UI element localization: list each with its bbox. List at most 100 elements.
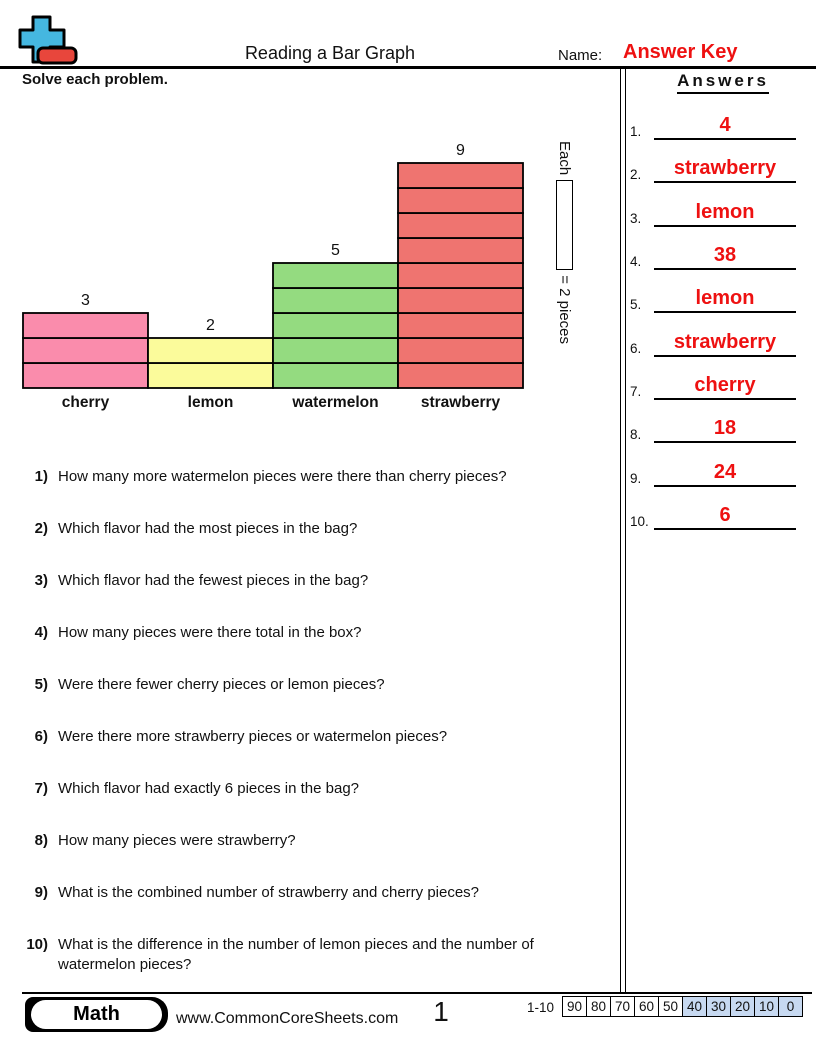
chart-unit-legend: Each = 2 pieces <box>556 141 573 344</box>
question-row: 5) Were there fewer cherry pieces or lemo… <box>22 675 604 695</box>
answers-column-divider <box>620 66 626 993</box>
answer-row: 2. strawberry <box>628 153 814 184</box>
score-cell: 80 <box>586 997 610 1016</box>
bar-cell-cherry <box>22 362 149 389</box>
question-number: 5) <box>34 676 48 693</box>
question-text: Which flavor had the most pieces in the … <box>58 520 358 537</box>
question-text: Which flavor had the fewest pieces in th… <box>58 572 369 589</box>
bar-cell-watermelon <box>272 312 399 339</box>
answer-value: strawberry <box>654 158 796 184</box>
bar-cell-strawberry <box>397 287 524 314</box>
answer-key-text: Answer Key <box>623 41 738 63</box>
bar-cell-strawberry <box>397 162 524 189</box>
score-cell: 50 <box>658 997 682 1016</box>
question-row: 6) Were there more strawberry pieces or w… <box>22 727 604 747</box>
bar-cell-watermelon <box>272 262 399 289</box>
answer-value: cherry <box>654 375 796 401</box>
score-row-label: 1-10 <box>527 1000 555 1015</box>
answer-row: 9. 24 <box>628 457 814 487</box>
bar-category-label: watermelon <box>291 394 378 411</box>
answer-value: 4 <box>654 115 796 140</box>
answer-value: 38 <box>654 245 796 271</box>
legend-suffix: = 2 pieces <box>556 275 573 344</box>
bar-value-label: 3 <box>81 292 90 309</box>
score-cell: 70 <box>610 997 634 1016</box>
question-row: 4) How many pieces were there total in th… <box>22 623 604 643</box>
score-cell: 40 <box>682 997 706 1016</box>
score-cell: 20 <box>730 997 754 1016</box>
answer-number: 1. <box>630 124 642 139</box>
footer-divider <box>22 992 812 995</box>
bar-cell-strawberry <box>397 337 524 364</box>
answer-number: 10. <box>630 514 649 530</box>
question-row: 10) What is the difference in the number … <box>22 935 604 975</box>
question-row: 3) Which flavor had the fewest pieces in … <box>22 571 604 591</box>
score-cell: 90 <box>566 999 583 1014</box>
bar-cell-strawberry <box>397 262 524 289</box>
answer-value: lemon <box>654 288 796 314</box>
bar-cell-strawberry <box>397 237 524 264</box>
question-text: What is the difference in the number of … <box>58 936 534 973</box>
bar-cell-lemon <box>147 337 274 364</box>
answers-heading: Answers <box>650 71 796 94</box>
bar-cell-lemon <box>147 362 274 389</box>
answer-number: 8. <box>630 427 642 443</box>
bar-value-label: 5 <box>331 242 340 259</box>
bar-cell-watermelon <box>272 337 399 364</box>
bar-cell-strawberry <box>397 362 524 389</box>
answer-number: 5. <box>630 297 642 313</box>
answer-number: 7. <box>630 384 642 400</box>
bar-cell-strawberry <box>397 187 524 214</box>
subject-badge-label: Math <box>31 1000 162 1029</box>
answer-number: 6. <box>630 340 642 356</box>
name-label: Name: <box>558 47 603 64</box>
question-text: How many pieces were strawberry? <box>58 832 296 849</box>
question-number: 10) <box>26 936 48 953</box>
answer-number: 4. <box>630 254 642 270</box>
bar-value-label: 2 <box>206 317 215 334</box>
answer-value: 18 <box>654 418 796 444</box>
question-text: Which flavor had exactly 6 pieces in the… <box>58 780 360 797</box>
website-text: www.CommonCoreSheets.com <box>176 1010 399 1027</box>
question-text: Were there fewer cherry pieces or lemon … <box>58 676 385 693</box>
plus-minus-logo <box>18 15 78 65</box>
question-number: 2) <box>34 520 48 537</box>
legend-prefix: Each <box>556 141 573 176</box>
header-divider <box>0 66 816 69</box>
question-number: 9) <box>34 884 48 901</box>
answer-value: 6 <box>654 505 796 531</box>
bar-cell-strawberry <box>397 312 524 339</box>
question-row: 2) Which flavor had the most pieces in th… <box>22 519 604 539</box>
bar-cell-cherry <box>22 337 149 364</box>
bar-cell-cherry <box>22 312 149 339</box>
bar-category-label: cherry <box>62 394 110 411</box>
page-title: Reading a Bar Graph <box>244 43 416 63</box>
answer-row: 10. 6 <box>628 500 814 531</box>
legend-unit-box <box>556 180 573 271</box>
bar-cell-strawberry <box>397 212 524 239</box>
question-row: 8) How many pieces were strawberry? <box>22 831 604 851</box>
question-text: What is the combined number of strawberr… <box>58 884 480 901</box>
question-number: 4) <box>34 624 48 641</box>
question-number: 1) <box>34 468 48 485</box>
answer-row: 3. lemon <box>628 197 814 227</box>
answer-row: 6. strawberry <box>628 327 814 357</box>
answer-value: strawberry <box>654 331 796 357</box>
question-number: 8) <box>34 832 48 849</box>
bar-chart: 3 cherry 2 lemon 5 watermelon 9 strawberry <box>22 142 524 411</box>
bar-value-label: 9 <box>456 142 465 159</box>
score-cell: 0 <box>778 997 802 1016</box>
answer-number: 3. <box>630 210 642 226</box>
bar-category-label: lemon <box>188 394 234 411</box>
score-cell: 60 <box>634 997 658 1016</box>
page-number: 1 <box>433 996 449 1027</box>
question-row: 1) How many more watermelon pieces were t… <box>22 467 604 487</box>
question-text: How many pieces were there total in the … <box>58 624 362 641</box>
question-number: 6) <box>34 728 48 745</box>
question-number: 7) <box>34 780 48 797</box>
score-table: 90 80 70 60 50 40 30 20 10 0 <box>562 996 803 1017</box>
answer-number: 2. <box>630 167 642 183</box>
subject-badge: Math <box>25 997 168 1032</box>
bar-category-label: strawberry <box>421 394 501 411</box>
